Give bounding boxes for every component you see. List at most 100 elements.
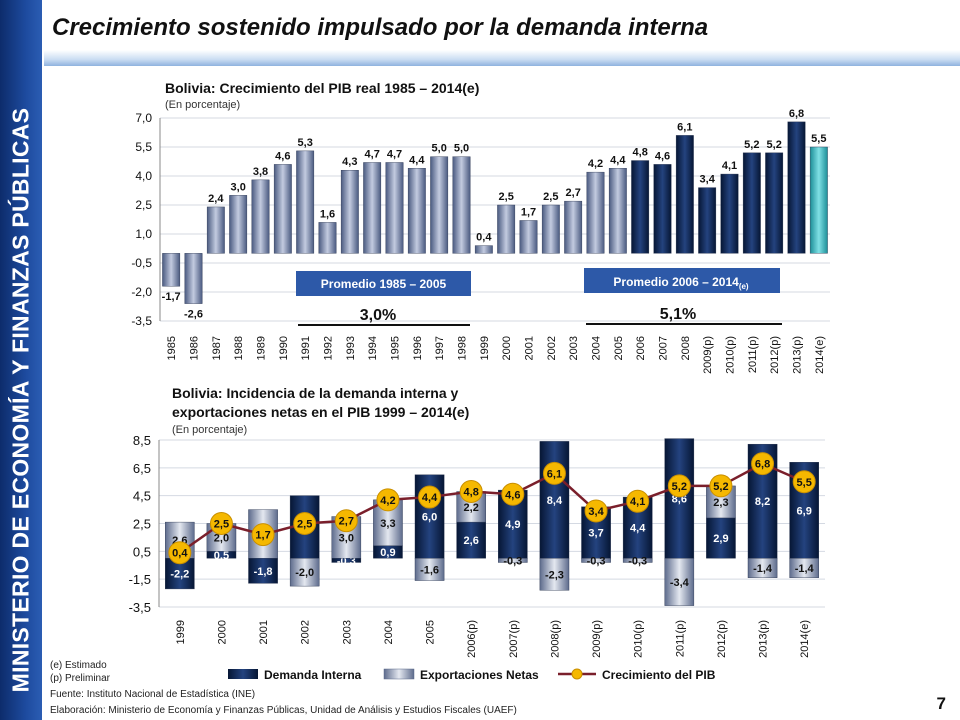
chart1-subtitle: (En porcentaje) bbox=[165, 99, 240, 111]
note-estimate: (e) Estimado bbox=[50, 660, 107, 671]
chart2-legend: Demanda Interna Exportaciones Netas Crec… bbox=[228, 668, 716, 682]
gdp-growth-label: 5,2 bbox=[672, 481, 687, 493]
domestic-demand-bar-label: 2,9 bbox=[713, 533, 728, 545]
domestic-demand-bar bbox=[456, 521, 486, 559]
chart1-x-tick: 2006 bbox=[635, 336, 647, 360]
net-exports-bar-label: 2,0 bbox=[214, 532, 229, 544]
chart1-y-tick: -2,0 bbox=[131, 285, 152, 299]
net-exports-bar-label: -0,3 bbox=[587, 555, 606, 567]
chart1-bar bbox=[586, 171, 605, 254]
gdp-growth-marker bbox=[334, 509, 358, 533]
net-exports-bar bbox=[747, 558, 778, 578]
net-exports-bar-label: -0,3 bbox=[628, 555, 647, 567]
chart1-value-label: 4,3 bbox=[342, 156, 357, 168]
chart2-title-line1: Bolivia: Incidencia de la demanda intern… bbox=[172, 385, 459, 401]
gdp-growth-label: 2,7 bbox=[339, 516, 354, 528]
chart1-value-label: 4,7 bbox=[387, 148, 402, 160]
chart1-bar bbox=[742, 152, 761, 254]
domestic-demand-bar-label: 3,7 bbox=[588, 528, 603, 540]
chart1-value-label: 6,8 bbox=[789, 108, 804, 120]
chart1-value-label: 0,4 bbox=[476, 232, 492, 244]
chart1-bar bbox=[497, 204, 516, 254]
chart1-y-tick: 1,0 bbox=[135, 227, 152, 241]
chart1-bar bbox=[318, 222, 337, 254]
chart2-y-tick: 6,5 bbox=[133, 461, 151, 476]
chart1-value-label: 2,5 bbox=[499, 191, 514, 203]
chart1-value-label: 4,4 bbox=[409, 154, 425, 166]
domestic-demand-bar-label: -1,8 bbox=[254, 566, 273, 578]
chart1-bar bbox=[698, 187, 717, 254]
domestic-demand-bar bbox=[539, 441, 570, 559]
chart1-x-tick: 2004 bbox=[591, 336, 603, 360]
chart1-value-label: 2,7 bbox=[566, 187, 581, 199]
net-exports-bar bbox=[581, 558, 611, 563]
chart1-value-label: 3,4 bbox=[700, 174, 716, 186]
chart1-x-tick: 1992 bbox=[323, 336, 335, 360]
chart1-x-tick: 1993 bbox=[345, 336, 357, 360]
gdp-growth-label: 4,4 bbox=[422, 492, 438, 504]
chart2-x-tick: 2007(p) bbox=[508, 620, 520, 658]
chart1-bar bbox=[206, 206, 225, 254]
chart2-x-tick: 2014(e) bbox=[799, 620, 811, 658]
gdp-growth-line bbox=[179, 462, 805, 554]
chart1-x-tick: 2008 bbox=[680, 336, 692, 360]
gdp-growth-marker bbox=[542, 461, 566, 485]
gdp-growth-label: 4,6 bbox=[505, 489, 520, 501]
average-2006-2014-value: 5,1% bbox=[660, 306, 696, 323]
domestic-demand-bar-label: -2,2 bbox=[170, 569, 189, 581]
chart2-x-tick: 2010(p) bbox=[633, 620, 645, 658]
chart1-gridlines bbox=[160, 117, 830, 322]
chart1-x-tick: 1998 bbox=[457, 336, 469, 360]
chart1-y-tick: -3,5 bbox=[131, 314, 152, 328]
chart1-value-label: 4,2 bbox=[588, 158, 603, 170]
chart1-y-tick: -0,5 bbox=[131, 256, 152, 270]
chart1-value-label: 2,4 bbox=[208, 193, 224, 205]
chart2-title-line2: exportaciones netas en el PIB 1999 – 201… bbox=[172, 404, 469, 420]
chart1-bar bbox=[363, 162, 382, 254]
net-exports-bar bbox=[289, 558, 320, 587]
chart1-bar bbox=[184, 253, 203, 304]
domestic-demand-bar-label: 8,2 bbox=[755, 496, 770, 508]
chart2-y-tick: 8,5 bbox=[133, 433, 151, 448]
chart1-bar bbox=[631, 160, 650, 254]
chart1-x-tick: 1996 bbox=[412, 336, 424, 360]
legend-label-gdp: Crecimiento del PIB bbox=[602, 668, 716, 682]
net-exports-bar bbox=[622, 558, 653, 563]
footnotes: (e) Estimado (p) Preliminar Fuente: Inst… bbox=[50, 660, 517, 716]
chart1-x-tick: 1991 bbox=[300, 336, 312, 360]
average-1985-2005-label: Promedio 1985 – 2005 bbox=[321, 277, 447, 291]
net-exports-bar bbox=[498, 558, 528, 563]
domestic-demand-bar bbox=[664, 438, 695, 559]
domestic-demand-bar-label: 6,0 bbox=[422, 512, 437, 524]
chart1-x-tick: 1990 bbox=[278, 336, 290, 360]
average-2006-2014-box bbox=[584, 268, 780, 293]
gdp-growth-marker bbox=[251, 523, 275, 547]
domestic-demand-bar bbox=[248, 558, 278, 584]
chart1-value-label: 4,8 bbox=[633, 147, 648, 159]
chart1-value-label: 4,4 bbox=[610, 154, 626, 166]
gdp-growth-label: 1,7 bbox=[255, 530, 270, 542]
chart1-x-tick: 2010(p) bbox=[725, 336, 737, 374]
chart1-bar bbox=[273, 164, 292, 254]
chart1-x-tick: 2014(e) bbox=[814, 336, 826, 374]
chart1-value-label: 4,1 bbox=[722, 160, 737, 172]
chart1-bar bbox=[720, 173, 739, 254]
chart1-bar bbox=[452, 156, 471, 254]
chart1-bar bbox=[296, 150, 315, 254]
gdp-growth-marker bbox=[418, 485, 442, 509]
chart1-y-tick: 7,0 bbox=[135, 111, 152, 125]
net-exports-bar-label: -2,0 bbox=[295, 567, 314, 579]
chart1-x-tick: 2002 bbox=[546, 336, 558, 360]
chart1-bar bbox=[787, 121, 806, 254]
chart1-value-label: 5,0 bbox=[454, 143, 469, 155]
chart2-x-tick: 2011(p) bbox=[674, 620, 686, 657]
legend-swatch-net-exports bbox=[383, 668, 415, 680]
chart1-value-label: 1,6 bbox=[320, 208, 335, 220]
net-exports-bar bbox=[664, 558, 695, 606]
chart2-x-tick: 2013(p) bbox=[758, 620, 770, 658]
gdp-growth-label: 4,2 bbox=[380, 495, 395, 507]
gdp-growth-marker bbox=[584, 499, 608, 523]
domestic-demand-bar-label: 4,9 bbox=[505, 519, 520, 531]
chart1-value-label: 3,0 bbox=[231, 181, 246, 193]
